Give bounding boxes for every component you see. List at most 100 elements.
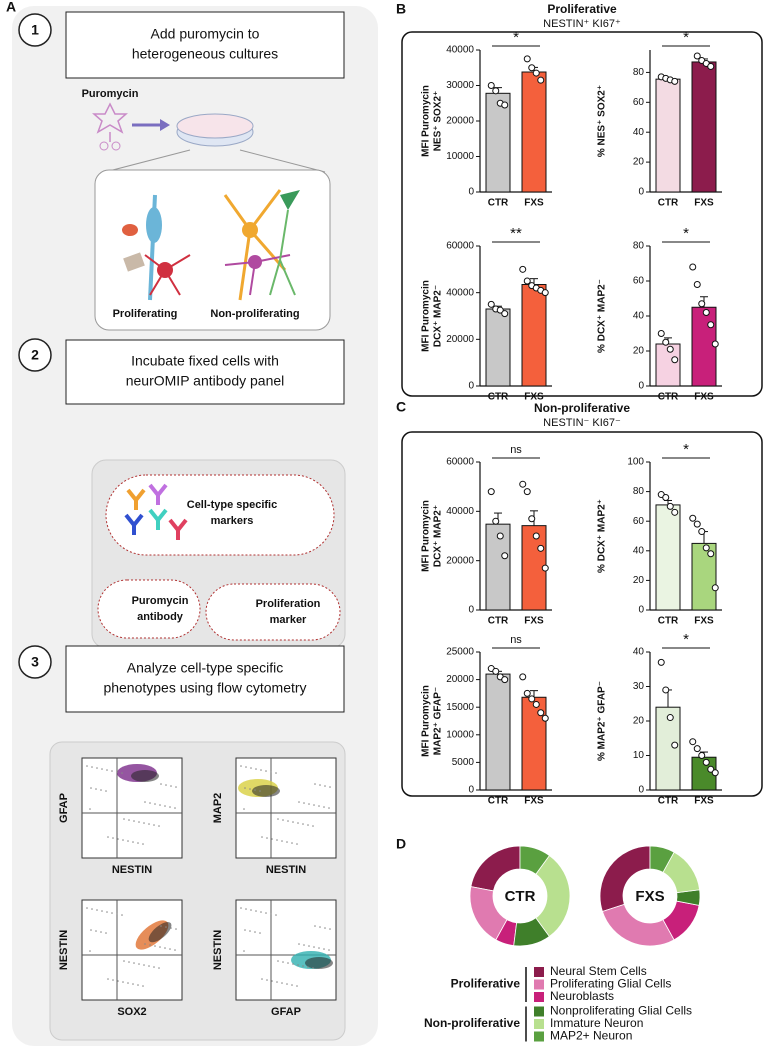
event (121, 772, 123, 774)
data-point (528, 695, 536, 703)
legend-swatch (534, 1006, 544, 1017)
y-tick-label: 0 (638, 785, 644, 796)
event (275, 772, 277, 774)
event (91, 766, 93, 768)
y-tick-label: 5000 (452, 757, 475, 768)
data-point (702, 309, 710, 316)
data-point (528, 515, 536, 523)
event (271, 838, 273, 840)
y-tick-label: 0 (638, 187, 644, 198)
event (307, 824, 309, 826)
event (275, 914, 277, 916)
y-tick-label: 40000 (446, 45, 474, 56)
event (297, 964, 299, 966)
legend-group-label: Non-proliferative (424, 1016, 520, 1030)
panel-label: A (6, 0, 16, 15)
antibody-label: Cell-type specific (187, 499, 277, 511)
event (298, 801, 300, 803)
data-point (519, 673, 527, 681)
data-point (698, 752, 706, 759)
event (160, 783, 162, 785)
antibody-label: antibody (137, 611, 184, 623)
puromycin-capsule (97, 579, 201, 639)
data-point (671, 508, 679, 516)
event (127, 840, 129, 842)
event (244, 787, 246, 789)
y-axis-label: NES⁺ SOX2⁺ (433, 91, 444, 152)
puromycin-icon (92, 102, 326, 173)
panel-subtitle: NESTIN⁺ KI67⁺ (543, 18, 621, 30)
event (243, 808, 245, 810)
event (276, 981, 278, 983)
event (170, 927, 172, 929)
bar (691, 306, 717, 387)
y-tick-label: 20000 (446, 334, 474, 345)
x-tick-label: FXS (524, 392, 544, 403)
event (245, 908, 247, 910)
pie-slice (519, 845, 550, 875)
x-tick-label: CTR (488, 392, 509, 403)
event (105, 790, 107, 792)
data-point (492, 87, 500, 95)
event (138, 963, 140, 965)
data-point (666, 502, 674, 510)
significance-label: * (683, 631, 689, 648)
significance-label: ** (510, 225, 522, 242)
step-text: heterogeneous cultures (132, 46, 278, 62)
event (265, 912, 267, 914)
event (287, 962, 289, 964)
event (96, 909, 98, 911)
cell-type-label: Proliferating (113, 308, 178, 320)
y-tick-label: 80 (633, 67, 645, 78)
event (122, 981, 124, 983)
panel-label: C (396, 399, 406, 415)
y-axis-label: % MAP2⁺ GFAP⁻ (597, 681, 608, 761)
y-tick-label: 10000 (446, 151, 474, 162)
step-circle (18, 13, 52, 47)
data-point (537, 709, 545, 717)
step-3: 3 Analyze cell-type specific phenotypes … (18, 645, 345, 713)
bar (655, 78, 681, 193)
event (107, 836, 109, 838)
event (148, 965, 150, 967)
event (164, 805, 166, 807)
event (303, 802, 305, 804)
pie-slice (470, 845, 521, 892)
data-point (528, 64, 536, 72)
y-tick-label: 40000 (446, 506, 474, 517)
event (116, 771, 118, 773)
event (143, 822, 145, 824)
event (254, 789, 256, 791)
event (329, 928, 331, 930)
event (90, 787, 92, 789)
data-point (519, 265, 527, 273)
x-tick-label: CTR (658, 392, 679, 403)
event (154, 945, 156, 947)
step-text: Add puromycin to (151, 26, 260, 42)
event (101, 768, 103, 770)
event (303, 944, 305, 946)
y-tick-label: 0 (468, 381, 474, 392)
event (328, 949, 330, 951)
event (302, 965, 304, 967)
data-point (657, 330, 665, 337)
panel-subtitle: NESTIN⁻ KI67⁻ (543, 417, 621, 429)
event (90, 929, 92, 931)
event (291, 984, 293, 986)
data-point (496, 532, 504, 540)
y-axis-label: MFI Puromycin (421, 280, 432, 352)
event (149, 944, 151, 946)
bar (691, 61, 717, 193)
y-tick-label: 20 (633, 716, 645, 727)
event (298, 943, 300, 945)
event (255, 910, 257, 912)
event (319, 926, 321, 928)
x-tick-label: FXS (694, 392, 714, 403)
data-point (501, 676, 509, 684)
event (86, 765, 88, 767)
event (286, 983, 288, 985)
data-point (693, 52, 701, 60)
population (252, 785, 280, 797)
data-point (707, 765, 715, 773)
